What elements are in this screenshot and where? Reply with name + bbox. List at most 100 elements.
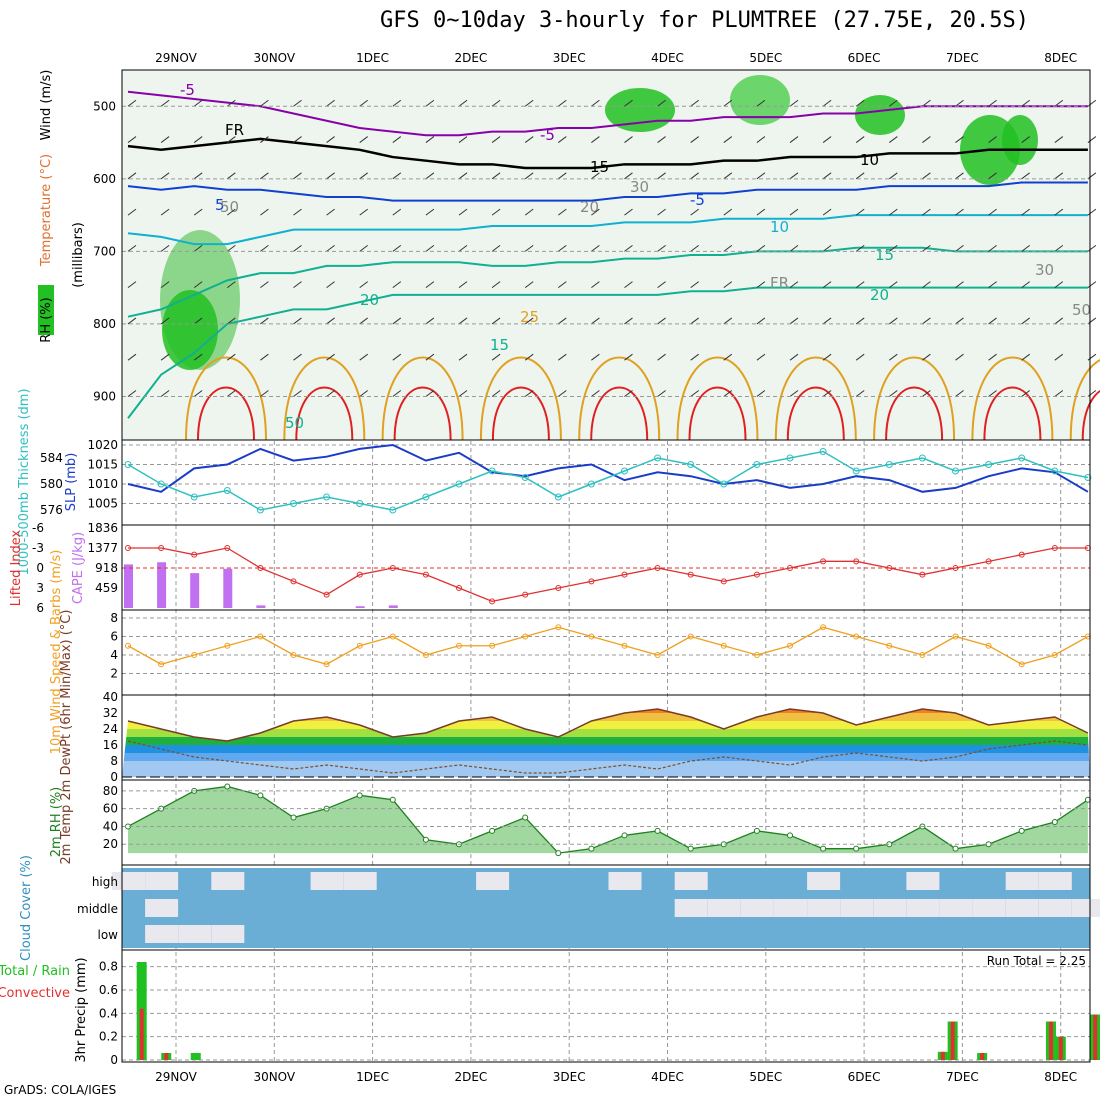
wind-barb	[624, 390, 633, 397]
date-label-top: 5DEC	[749, 51, 782, 65]
date-label-bottom: 4DEC	[651, 1070, 684, 1084]
wind-barb	[855, 353, 865, 361]
cape-tick: 918	[95, 561, 118, 575]
wind-barb	[624, 244, 633, 252]
wind-barb	[756, 208, 766, 216]
wind-barb	[392, 136, 402, 143]
wind-speed-point	[919, 652, 926, 658]
cape-bar	[190, 573, 200, 608]
wind-tick: 4	[110, 648, 118, 662]
wind-barb	[127, 390, 137, 397]
wind-barb	[127, 208, 137, 216]
wind-barb	[524, 390, 534, 397]
wind-barb	[326, 390, 335, 397]
wind-barb	[657, 317, 666, 325]
wind-tick: 6	[110, 630, 118, 644]
date-label-top: 8DEC	[1044, 51, 1077, 65]
wind-barb	[690, 390, 700, 397]
rh-tick: 60	[103, 802, 118, 816]
cloud-block-middle	[906, 899, 940, 917]
wind-barb	[723, 390, 733, 397]
rh-point	[224, 783, 231, 790]
rh-point	[257, 792, 264, 799]
contour-label: -5	[180, 81, 195, 99]
wind-barb	[491, 208, 501, 216]
wind-barb	[591, 172, 600, 180]
wind-speed-point	[886, 642, 893, 649]
rh-point	[787, 832, 793, 839]
li-point	[257, 565, 264, 571]
wind-barb	[822, 317, 832, 325]
slp-ylabel: SLP (mb)	[64, 453, 79, 512]
wind-barb	[624, 136, 633, 143]
cloud-block-middle	[807, 899, 841, 917]
thickness-point	[654, 454, 662, 462]
wind-barb	[624, 99, 633, 107]
wind-barb	[1087, 281, 1097, 289]
pressure-tick: 500	[93, 99, 116, 113]
wind-barb	[657, 390, 666, 397]
wind-speed-point	[257, 633, 264, 640]
wind-barb	[557, 172, 567, 180]
rh-point	[687, 845, 694, 852]
contour-label: 50	[220, 198, 239, 216]
wind-barb	[723, 317, 733, 325]
contour-label: 15	[490, 336, 509, 354]
thickness-ylabel: 1000-500mb Thickness (dm)	[17, 388, 32, 575]
wind-barb	[1021, 353, 1030, 361]
li-point	[290, 578, 297, 585]
wind-barb	[1021, 390, 1030, 397]
li-point	[323, 591, 330, 598]
wind-barb	[855, 244, 865, 252]
precip-bar-convective	[1048, 1021, 1053, 1060]
wind-barb	[491, 244, 501, 252]
wind-barb	[922, 244, 931, 252]
thickness-point	[256, 506, 264, 514]
date-label-top: 7DEC	[946, 51, 979, 65]
panel-border	[121, 949, 1091, 1063]
wind-barb	[822, 208, 832, 216]
wind-barb	[260, 136, 269, 143]
cape-bar	[256, 605, 266, 608]
precip-bar-convective	[950, 1021, 955, 1060]
wind-barb	[557, 390, 567, 397]
wind-barb	[988, 136, 997, 143]
thickness-point	[124, 461, 132, 468]
wind-barb	[557, 208, 567, 216]
wind-barb	[227, 353, 236, 361]
temp-tick: 24	[103, 722, 118, 736]
wind-barb	[425, 208, 435, 216]
wind-barb	[557, 136, 567, 143]
wind-barb	[822, 281, 832, 289]
hot-arch	[590, 386, 649, 441]
contour-label: 15	[875, 246, 894, 264]
wind-barb	[392, 172, 402, 180]
isotherm-line	[127, 286, 1088, 419]
wind-barb	[723, 136, 733, 143]
wind-barb	[789, 390, 799, 397]
rh-legend-swatch	[38, 285, 54, 335]
wind-barb	[557, 244, 567, 252]
wind-speed-point	[323, 661, 330, 668]
wind-barb	[789, 208, 799, 216]
hot-arch	[491, 386, 550, 441]
wind-barb	[425, 390, 435, 397]
li-point	[985, 558, 992, 565]
wind-barb	[789, 244, 799, 252]
wind-barb	[392, 317, 402, 325]
rh-ylabel: 2m RH (%)	[49, 787, 64, 858]
temperature-legend-label: Temperature (°C)	[39, 154, 54, 267]
wind-speed-point	[654, 652, 661, 658]
cloud-block-middle	[873, 899, 907, 917]
wind-barb	[1054, 208, 1064, 216]
wind-barb	[657, 99, 666, 107]
wind-barb	[591, 136, 600, 143]
temp-tick: 16	[103, 738, 118, 752]
wind-speed-point	[125, 642, 131, 649]
wind-barb	[293, 136, 302, 143]
cloud-row-label: middle	[77, 902, 118, 916]
wind-ylabel: 10m Wind Speed & Barbs (m/s)	[49, 550, 64, 755]
li-point	[753, 571, 760, 578]
wind-barb	[260, 281, 269, 289]
cloud-block-high	[807, 872, 841, 890]
